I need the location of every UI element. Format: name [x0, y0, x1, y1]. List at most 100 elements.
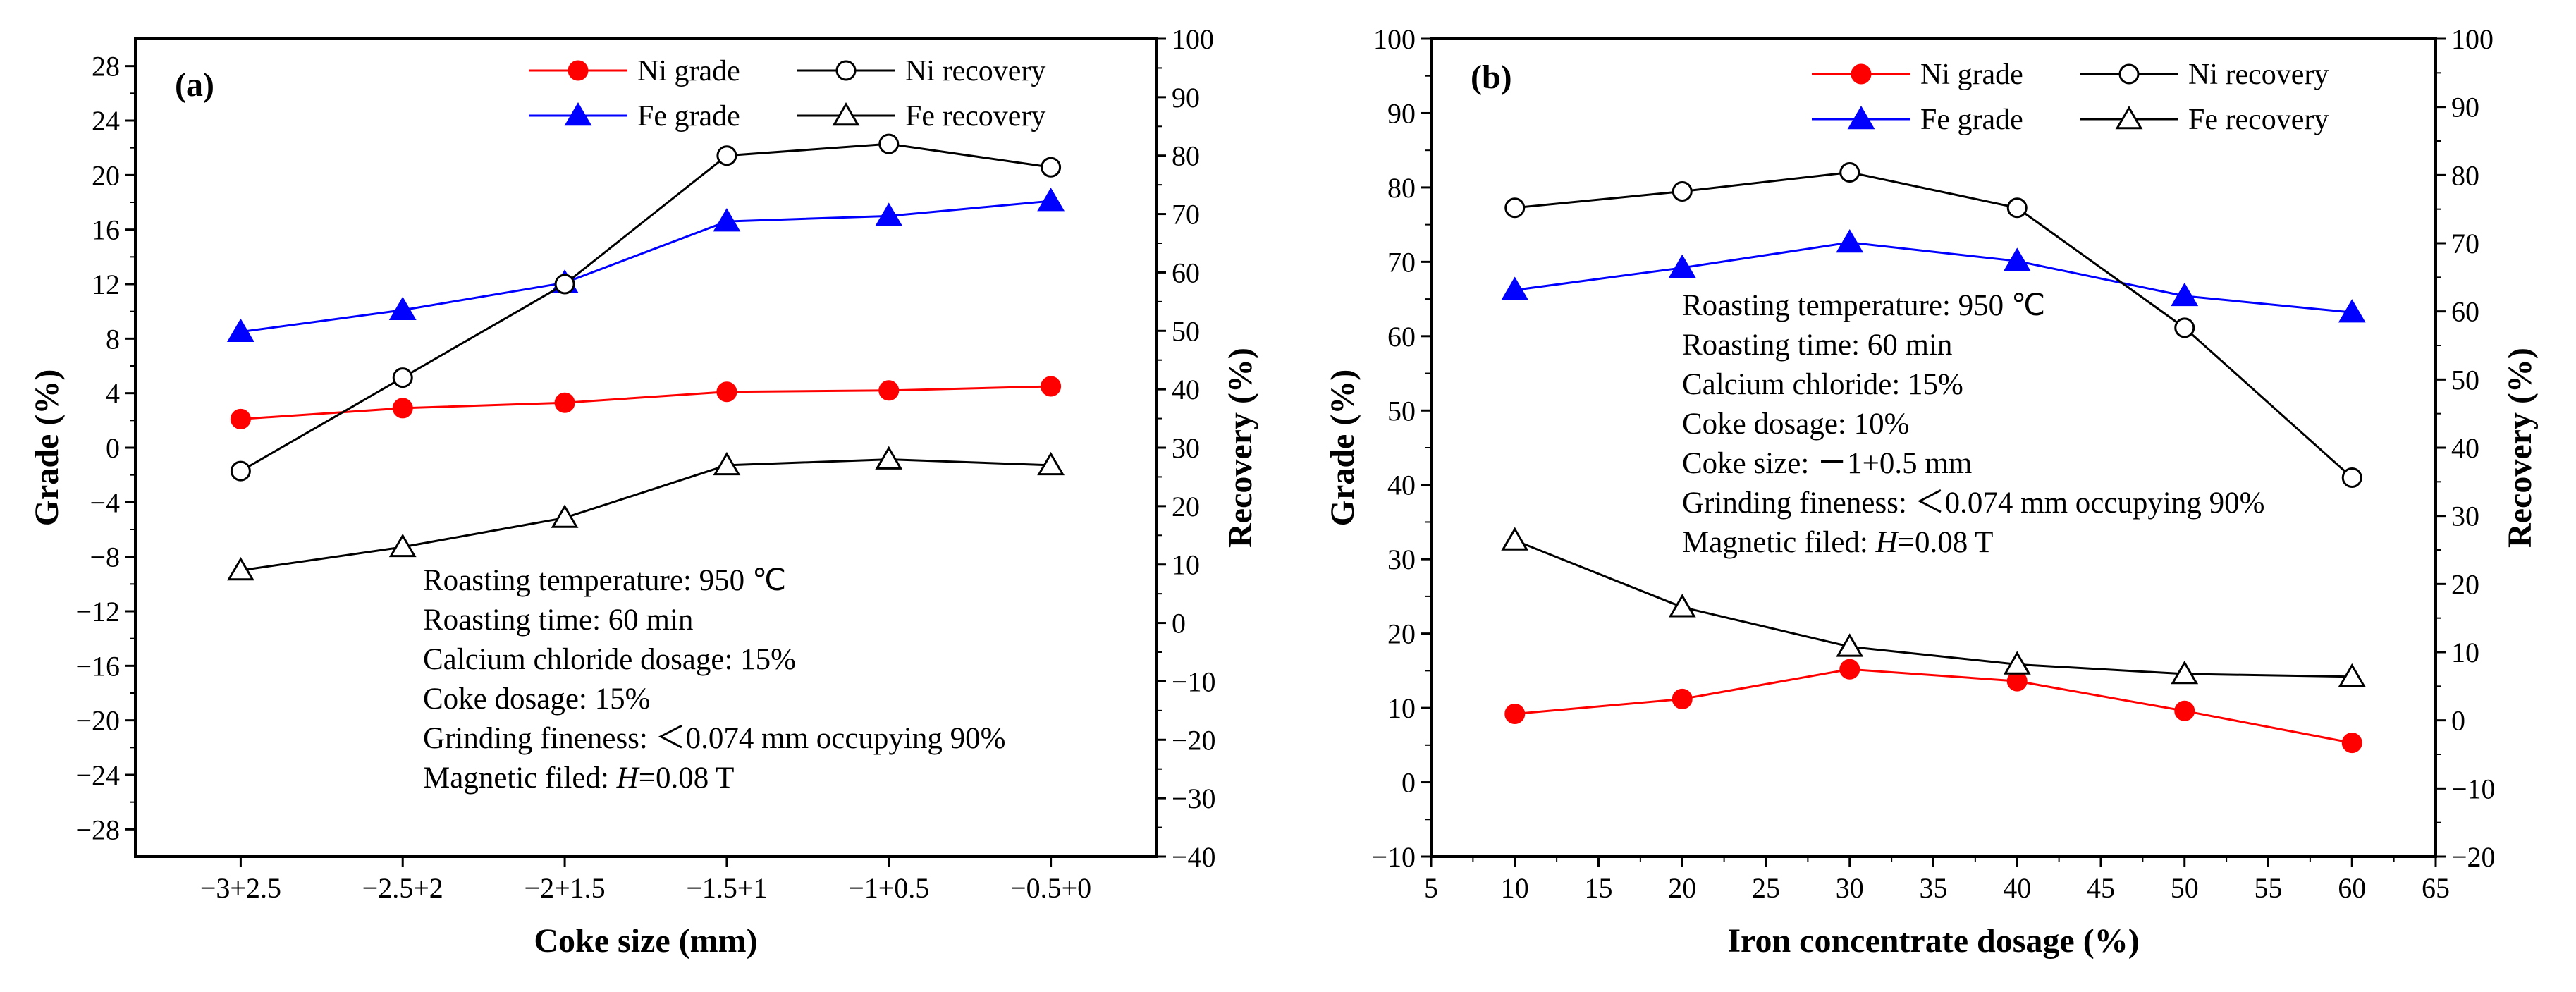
- data-point-fe-recovery: [2003, 651, 2031, 675]
- series-line-ni-grade: [1514, 668, 2353, 745]
- y-right-tick-label: 60: [1172, 257, 1200, 288]
- y-right-tick-label: 0: [2451, 705, 2465, 737]
- y-left-tick-label: −28: [75, 814, 120, 845]
- data-point-fe-grade: [388, 296, 417, 321]
- y-left-tick-label: 20: [92, 159, 120, 191]
- y-right-tick-label: 70: [2451, 228, 2479, 259]
- y-left-tick-label: 70: [1387, 246, 1416, 278]
- legend-label-fe-grade: Fe grade: [637, 100, 740, 133]
- data-point-ni-recovery: [2006, 197, 2028, 219]
- data-point-ni-recovery: [1504, 197, 1526, 219]
- y-right-tick-label: 50: [1172, 315, 1200, 347]
- y-right-tick-label: 100: [2451, 23, 2494, 55]
- y-right-tick-label: 0: [1172, 608, 1186, 639]
- y-left-tick-label: 28: [92, 51, 120, 82]
- x-axis-label: Iron concentrate dosage (%): [1727, 922, 2139, 960]
- x-tick-label: −3+2.5: [200, 872, 281, 904]
- data-point-fe-grade: [2003, 247, 2031, 271]
- data-point-ni-grade: [2174, 700, 2195, 721]
- y-right-tick-label: −40: [1172, 841, 1216, 873]
- y-left-tick-label: −16: [75, 650, 120, 682]
- annotation-line: Roasting temperature: 950 ℃: [423, 564, 786, 597]
- y-right-axis-label: Recovery (%): [2501, 348, 2539, 548]
- data-point-fe-recovery: [388, 533, 417, 558]
- y-right-axis-label: Recovery (%): [1222, 348, 1259, 548]
- annotation-line: Magnetic filed: H=0.08 T: [423, 761, 734, 795]
- y-left-tick-label: 40: [1387, 470, 1416, 501]
- y-left-tick-label: 12: [92, 269, 120, 300]
- chart-panel-a: −3+2.5 −2.5+2 −2+1.5 −1.5+1 −1+0.5 −0.5+0 −28 −…: [28, 23, 1259, 960]
- y-left-axis-label: Grade (%): [28, 369, 66, 527]
- data-point-fe-grade: [226, 318, 254, 342]
- y-left-tick-label: −10: [1371, 841, 1416, 873]
- series-line-fe-recovery: [240, 458, 1051, 572]
- series-line-ni-recovery: [1514, 171, 2353, 479]
- y-left-tick-label: 0: [106, 432, 120, 464]
- y-right-tick-label: 10: [1172, 549, 1200, 581]
- annotation-line: Roasting temperature: 950 ℃: [1682, 289, 2045, 322]
- panel-label: (b): [1471, 59, 1512, 96]
- legend-marker-ni-grade: [1851, 63, 1872, 85]
- x-tick-label: 20: [1668, 872, 1696, 904]
- data-point-fe-recovery: [875, 446, 903, 470]
- y-left-tick-label: −4: [90, 486, 120, 518]
- series-line-ni-grade: [240, 385, 1051, 420]
- legend-marker-ni-recovery: [835, 60, 857, 81]
- legend-label-ni-recovery: Ni recovery: [2188, 59, 2329, 91]
- legend-marker-fe-grade: [564, 102, 592, 126]
- y-right-tick-label: −10: [1172, 666, 1216, 697]
- x-tick-label: 40: [2003, 872, 2031, 904]
- data-point-fe-grade: [1836, 228, 1864, 253]
- data-point-ni-grade: [1672, 688, 1693, 709]
- data-point-fe-recovery: [551, 504, 579, 528]
- data-point-ni-grade: [878, 380, 900, 401]
- y-left-tick-label: −24: [75, 759, 120, 791]
- y-left-tick-label: 8: [106, 323, 120, 355]
- x-tick-label: 65: [2422, 872, 2450, 904]
- data-point-ni-recovery: [1041, 157, 1062, 178]
- data-point-fe-grade: [2171, 282, 2199, 307]
- legend-marker-ni-grade: [568, 60, 589, 81]
- series-line-fe-grade: [240, 200, 1051, 333]
- chart-panel-b: 5 10 15 20 25 30 35 40 45 50 55 60 65 −10 0 10 20 30 40 50 6…: [1324, 23, 2539, 960]
- y-right-tick-label: 20: [2451, 568, 2479, 600]
- y-left-tick-label: 80: [1387, 172, 1416, 204]
- y-right-tick-label: −20: [1172, 724, 1216, 756]
- y-left-tick-label: 30: [1387, 544, 1416, 575]
- x-tick-label: −2+1.5: [525, 872, 606, 904]
- data-point-fe-recovery: [226, 557, 254, 581]
- series-line-ni-recovery: [240, 142, 1051, 472]
- legend-label-ni-grade: Ni grade: [1920, 59, 2023, 91]
- legend-label-ni-recovery: Ni recovery: [905, 55, 1045, 87]
- data-point-fe-grade: [2338, 299, 2366, 323]
- x-tick-label: 10: [1501, 872, 1529, 904]
- y-left-tick-label: −20: [75, 705, 120, 737]
- legend-marker-ni-recovery: [2118, 63, 2140, 85]
- data-point-fe-recovery: [1501, 527, 1529, 551]
- data-point-ni-grade: [716, 381, 737, 403]
- data-point-fe-grade: [1037, 188, 1065, 212]
- y-right-tick-label: 10: [2451, 637, 2479, 668]
- data-point-fe-recovery: [2171, 660, 2199, 685]
- x-tick-label: 25: [1752, 872, 1780, 904]
- series-line-fe-grade: [1514, 241, 2353, 314]
- x-tick-label: 35: [1920, 872, 1948, 904]
- y-left-tick-label: −8: [90, 541, 120, 573]
- x-tick-label: 50: [2171, 872, 2199, 904]
- annotation-line: Grinding fineness: ＜0.074 mm occupying 9…: [1682, 486, 2264, 520]
- data-point-fe-grade: [875, 202, 903, 226]
- data-point-ni-grade: [2341, 733, 2362, 754]
- y-right-tick-label: 50: [2451, 364, 2479, 396]
- data-point-ni-recovery: [2341, 467, 2362, 489]
- x-tick-label: 30: [1836, 872, 1864, 904]
- y-right-tick-label: 40: [2451, 432, 2479, 464]
- legend-label-ni-grade: Ni grade: [637, 55, 740, 87]
- annotation-line: Coke size: －1+0.5 mm: [1682, 447, 1972, 480]
- data-point-ni-grade: [554, 392, 575, 413]
- y-right-tick-label: 90: [1172, 82, 1200, 114]
- data-point-ni-recovery: [392, 367, 413, 388]
- data-point-ni-grade: [230, 408, 251, 429]
- x-axis-label: Coke size (mm): [534, 922, 757, 960]
- x-tick-label: 55: [2255, 872, 2283, 904]
- y-left-tick-label: 100: [1373, 23, 1416, 55]
